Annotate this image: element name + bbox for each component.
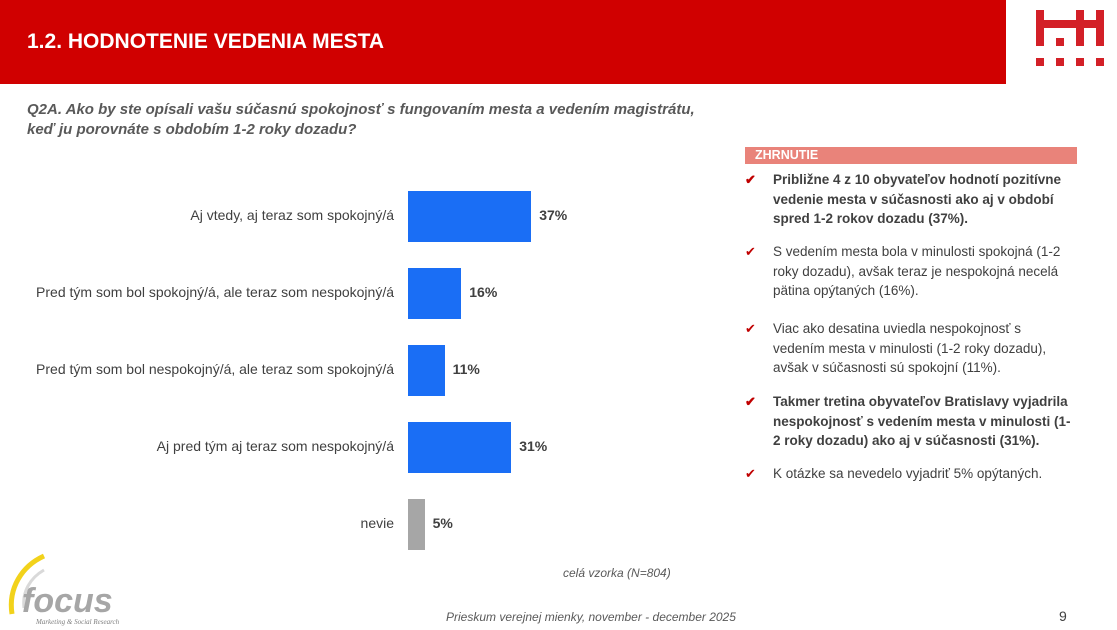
checkmark-icon: ✔ xyxy=(745,394,756,409)
sample-note: celá vzorka (N=804) xyxy=(563,566,671,580)
city-logo-icon xyxy=(1036,10,1104,66)
checkmark-icon: ✔ xyxy=(745,244,756,259)
summary-item: ✔ S vedením mesta bola v minulosti spokoj… xyxy=(745,242,1075,301)
summary-item-text: K otázke sa nevedelo vyjadriť 5% opýtaný… xyxy=(773,466,1043,481)
question-text: Q2A. Ako by ste opísali vašu súčasnú spo… xyxy=(27,101,695,138)
bar xyxy=(408,422,512,473)
summary-item: ✔ Približne 4 z 10 obyvateľov hodnotí poz… xyxy=(745,170,1075,229)
checkmark-icon: ✔ xyxy=(745,172,756,187)
summary-item: ✔ K otázke sa nevedelo vyjadriť 5% opýtan… xyxy=(745,464,1075,484)
bar xyxy=(408,191,532,242)
category-label: nevie xyxy=(360,515,394,531)
checkmark-icon: ✔ xyxy=(745,466,756,481)
bar xyxy=(408,268,462,319)
page-title: 1.2. HODNOTENIE VEDENIA MESTA xyxy=(27,30,385,53)
summary-item-text: Približne 4 z 10 obyvateľov hodnotí pozi… xyxy=(773,172,1061,226)
category-label: Pred tým som bol spokojný/á, ale teraz s… xyxy=(36,284,394,300)
checkmark-icon: ✔ xyxy=(745,321,756,336)
summary-item: ✔ Takmer tretina obyvateľov Bratislavy vy… xyxy=(745,392,1075,451)
footer-source: Prieskum verejnej mienky, november - dec… xyxy=(446,610,736,624)
summary-item-text: Takmer tretina obyvateľov Bratislavy vyj… xyxy=(773,394,1071,448)
page-number: 9 xyxy=(1059,608,1067,624)
bar xyxy=(408,345,445,396)
svg-text:Marketing & Social Research: Marketing & Social Research xyxy=(35,618,120,626)
category-label: Pred tým som bol nespokojný/á, ale teraz… xyxy=(36,361,394,377)
summary-item: ✔ Viac ako desatina uviedla nespokojnosť … xyxy=(745,319,1075,378)
title-banner: 1.2. HODNOTENIE VEDENIA MESTA xyxy=(0,0,1006,84)
data-label: 37% xyxy=(539,207,568,223)
svg-text:focus: focus xyxy=(22,582,113,620)
data-label: 5% xyxy=(432,515,453,531)
summary-item-text: Viac ako desatina uviedla nespokojnosť s… xyxy=(773,321,1047,375)
category-label: Aj vtedy, aj teraz som spokojný/á xyxy=(190,207,394,223)
bar xyxy=(408,499,425,550)
category-label: Aj pred tým aj teraz som nespokojný/á xyxy=(156,438,394,454)
data-label: 31% xyxy=(519,438,548,454)
summary-item-text: S vedením mesta bola v minulosti spokojn… xyxy=(773,244,1061,298)
summary-header: ZHRNUTIE xyxy=(745,147,1077,164)
data-label: 16% xyxy=(469,284,498,300)
data-label: 11% xyxy=(452,361,480,377)
focus-logo: focus Marketing & Social Research xyxy=(8,553,120,626)
